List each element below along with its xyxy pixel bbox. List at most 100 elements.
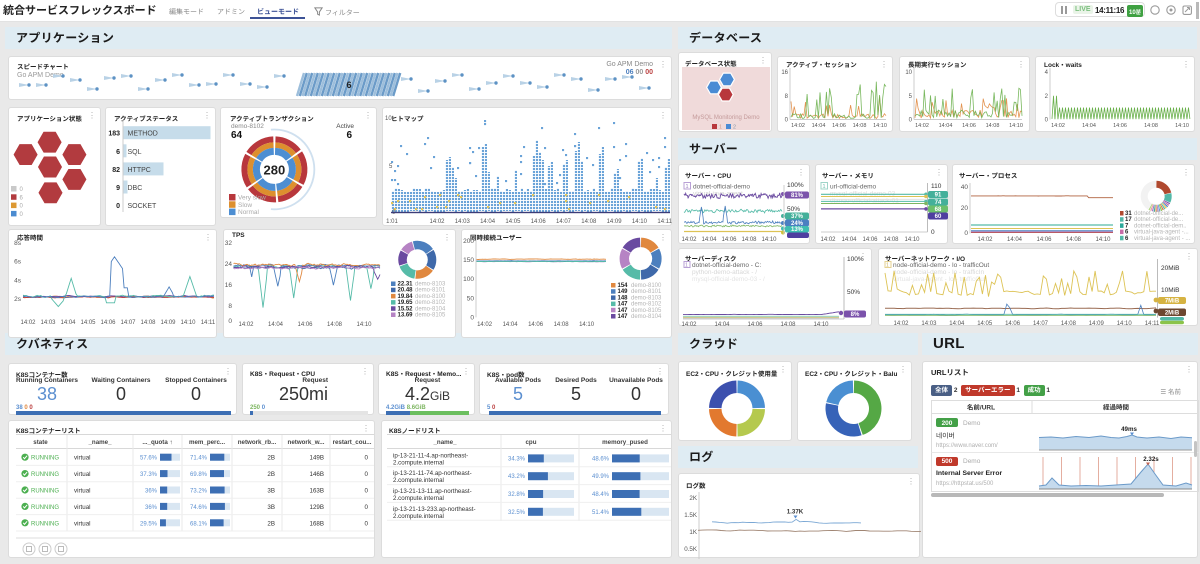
svg-text:14:02: 14:02 <box>1051 123 1065 129</box>
svg-text:cpu: cpu <box>525 439 536 446</box>
svg-text:2B: 2B <box>267 471 275 478</box>
svg-text:148: 148 <box>618 295 629 301</box>
svg-text:0: 0 <box>964 230 968 237</box>
svg-text:200: 200 <box>463 238 474 245</box>
svg-text:6: 6 <box>20 195 24 201</box>
svg-text:37%: 37% <box>791 214 804 220</box>
svg-text:14:08: 14:08 <box>1061 321 1077 327</box>
svg-text:129B: 129B <box>310 504 324 511</box>
svg-text:147: 147 <box>618 302 629 308</box>
svg-text:Demo: Demo <box>963 420 981 427</box>
svg-text:20MiB: 20MiB <box>1161 265 1179 272</box>
svg-text:0: 0 <box>20 187 24 193</box>
svg-text:68.1%: 68.1% <box>190 521 208 527</box>
svg-text:6: 6 <box>1125 230 1129 236</box>
svg-text:110: 110 <box>931 183 942 190</box>
svg-text:2B: 2B <box>267 520 275 527</box>
svg-text:14:04: 14:04 <box>503 322 519 328</box>
svg-text:8: 8 <box>228 303 232 310</box>
svg-text:60: 60 <box>935 214 942 220</box>
svg-text:virtual: virtual <box>74 520 91 527</box>
svg-text:14:02: 14:02 <box>977 237 993 243</box>
svg-text:dotnet-official-de...: dotnet-official-de... <box>1134 217 1184 223</box>
svg-text:demo-8103: demo-8103 <box>631 295 662 301</box>
svg-text:HTTPC: HTTPC <box>128 167 151 174</box>
svg-text:dotnet-official-demo - C:: dotnet-official-demo - C: <box>692 262 761 269</box>
svg-text:14:04: 14:04 <box>701 237 717 243</box>
svg-text:43.2%: 43.2% <box>508 474 526 480</box>
svg-text:3B: 3B <box>267 504 275 511</box>
svg-text:virtual: virtual <box>74 504 91 511</box>
svg-text:14:08: 14:08 <box>853 123 867 129</box>
svg-text:14:03: 14:03 <box>40 320 56 326</box>
svg-text:url-official-demo: url-official-demo <box>830 184 877 191</box>
svg-text:2: 2 <box>733 125 736 131</box>
svg-text:149B: 149B <box>310 455 324 462</box>
svg-text:14:03: 14:03 <box>921 321 937 327</box>
svg-text:demo-8104: demo-8104 <box>415 306 446 312</box>
svg-text:14:06: 14:06 <box>832 123 846 129</box>
svg-text:19.65: 19.65 <box>398 300 414 306</box>
svg-text:python-demo-attack - /: python-demo-attack - / <box>692 269 757 276</box>
svg-text:0: 0 <box>909 118 913 124</box>
svg-text:14:08: 14:08 <box>554 322 570 328</box>
svg-text:14:10: 14:10 <box>632 219 648 225</box>
svg-text:14:09: 14:09 <box>607 219 623 225</box>
svg-text:demo-8101: demo-8101 <box>631 289 662 295</box>
svg-text:1: 1 <box>686 184 689 190</box>
svg-text:68: 68 <box>935 207 942 213</box>
svg-text:8: 8 <box>785 94 789 100</box>
svg-text:14:02: 14:02 <box>915 123 929 129</box>
svg-text:https://www.naver.com/: https://www.naver.com/ <box>936 443 998 449</box>
svg-text:14:04: 14:04 <box>480 219 496 225</box>
svg-text:METHOD: METHOD <box>128 131 158 138</box>
svg-text:demo-8105: demo-8105 <box>631 308 662 314</box>
svg-text:2K: 2K <box>689 495 697 502</box>
svg-text:dotnet-official-de...: dotnet-official-de... <box>1134 211 1184 217</box>
svg-text:0: 0 <box>931 229 935 236</box>
svg-text:16: 16 <box>781 70 788 76</box>
svg-text:14:02: 14:02 <box>791 123 805 129</box>
svg-text:14:08: 14:08 <box>1144 123 1158 129</box>
svg-text:0: 0 <box>20 204 24 210</box>
svg-text:14:06: 14:06 <box>528 322 544 328</box>
svg-text:34.3%: 34.3% <box>508 456 526 462</box>
svg-text:dotnet-official-dem..: dotnet-official-dem.. <box>1134 223 1187 229</box>
svg-text:0: 0 <box>365 488 369 495</box>
svg-text:17: 17 <box>1125 217 1132 223</box>
svg-text:71.4%: 71.4% <box>190 456 208 462</box>
svg-text:5: 5 <box>909 94 913 100</box>
svg-text:14:10: 14:10 <box>356 322 372 328</box>
svg-text:49.9%: 49.9% <box>592 474 610 480</box>
svg-text:73.2%: 73.2% <box>190 489 208 495</box>
svg-text:14:11: 14:11 <box>201 320 216 326</box>
svg-text:14:10: 14:10 <box>873 123 887 129</box>
svg-text:22.31: 22.31 <box>398 282 414 288</box>
svg-text:14:10: 14:10 <box>904 237 920 243</box>
svg-text:demo-8100: demo-8100 <box>631 283 662 289</box>
svg-text:ip-13-21-13-11.ap-northeast-: ip-13-21-13-11.ap-northeast- <box>393 488 472 495</box>
svg-text:32.5%: 32.5% <box>508 510 526 516</box>
svg-text:RUNNING: RUNNING <box>31 521 59 527</box>
svg-text:146B: 146B <box>310 471 324 478</box>
svg-text:14:04: 14:04 <box>268 322 284 328</box>
svg-text:demo-8100: demo-8100 <box>415 294 446 300</box>
svg-text:DBC: DBC <box>128 185 143 192</box>
svg-text:14:08: 14:08 <box>986 123 1000 129</box>
svg-text:29.5%: 29.5% <box>140 521 158 527</box>
svg-text:14:08: 14:08 <box>1066 237 1082 243</box>
svg-text:14:08: 14:08 <box>883 237 899 243</box>
svg-text:restart_cou...: restart_cou... <box>333 439 372 446</box>
svg-text:virtual-java-agent - lo - traf: virtual-java-agent - lo - trafficOut <box>893 276 986 283</box>
svg-text:0: 0 <box>785 118 789 124</box>
svg-text:14:04: 14:04 <box>841 237 857 243</box>
svg-text:24%: 24% <box>791 221 804 227</box>
svg-text:14:02: 14:02 <box>20 320 36 326</box>
svg-text:10MiB: 10MiB <box>1161 287 1179 294</box>
svg-text:14:10: 14:10 <box>1175 123 1189 129</box>
svg-text:RUNNING: RUNNING <box>31 489 59 495</box>
svg-text:100%: 100% <box>847 256 864 263</box>
svg-text:0: 0 <box>470 314 474 321</box>
svg-text:14:04: 14:04 <box>714 322 730 327</box>
svg-text:1.5K: 1.5K <box>684 512 698 519</box>
